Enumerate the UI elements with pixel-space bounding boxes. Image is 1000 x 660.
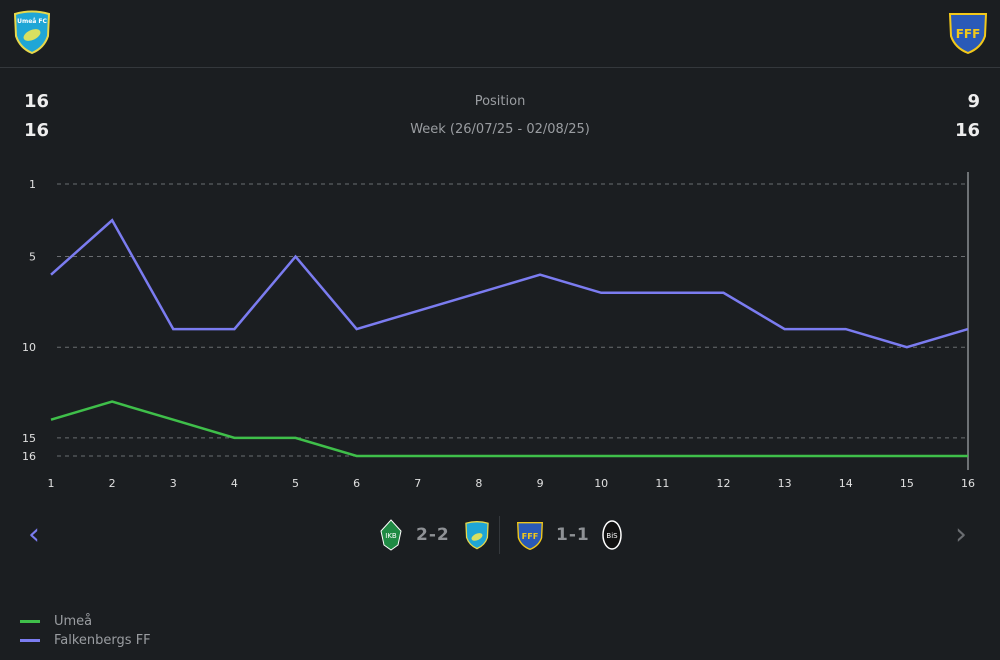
- x-tick-label: 16: [961, 477, 975, 490]
- match-1[interactable]: IKB 2-2: [380, 519, 490, 551]
- x-tick-label: 8: [475, 477, 482, 490]
- week-range: Week (26/07/25 - 02/08/25): [410, 122, 590, 137]
- x-tick-label: 9: [537, 477, 544, 490]
- prev-week-button[interactable]: ‹: [28, 517, 40, 552]
- x-tick-label: 15: [900, 477, 914, 490]
- ik-brage-crest-icon: IKB: [380, 519, 402, 551]
- x-tick-label: 5: [292, 477, 299, 490]
- legend-label: Umeå: [54, 614, 93, 629]
- legend-swatch: [20, 639, 40, 642]
- x-tick-label: 1: [48, 477, 55, 490]
- match-2[interactable]: FFF 1-1 BiS: [516, 519, 622, 551]
- x-tick-label: 3: [170, 477, 177, 490]
- svg-text:FFF: FFF: [956, 27, 981, 41]
- falkenbergs-ff-crest-icon: FFF: [517, 522, 543, 550]
- legend-label: Falkenbergs FF: [54, 633, 151, 648]
- falkenbergs-ff-crest-icon[interactable]: FFF: [948, 10, 988, 54]
- series-line-falkenbergs-ff: [50, 218, 969, 349]
- match-1-score: 2-2: [416, 525, 450, 545]
- svg-text:Umeå FC: Umeå FC: [17, 18, 47, 25]
- x-tick-label: 2: [109, 477, 116, 490]
- y-tick-label: 16: [22, 450, 36, 463]
- legend-item-falkenbergs: Falkenbergs FF: [20, 633, 151, 648]
- away-week-value: 16: [954, 120, 980, 141]
- series-line-umeå: [50, 400, 968, 458]
- x-tick-label: 12: [716, 477, 730, 490]
- legend: Umeå Falkenbergs FF: [20, 614, 151, 648]
- home-position: 16: [24, 91, 50, 112]
- header: Umeå FC FFF: [0, 0, 1000, 68]
- y-tick-label: 10: [22, 341, 36, 354]
- y-tick-label: 15: [22, 432, 36, 445]
- match-divider: [499, 516, 500, 554]
- y-tick-label: 5: [29, 251, 36, 264]
- y-tick-label: 1: [29, 178, 36, 191]
- x-tick-label: 14: [839, 477, 853, 490]
- legend-swatch: [20, 620, 40, 623]
- x-tick-label: 6: [353, 477, 360, 490]
- legend-item-umea: Umeå: [20, 614, 151, 629]
- x-tick-label: 13: [778, 477, 792, 490]
- x-tick-label: 7: [414, 477, 421, 490]
- umea-fc-crest-icon: [464, 521, 489, 550]
- umea-fc-crest-icon[interactable]: Umeå FC: [12, 10, 52, 54]
- landskrona-bois-crest-icon: BiS: [601, 520, 622, 550]
- x-tick-label: 11: [655, 477, 669, 490]
- home-week-value: 16: [24, 120, 50, 141]
- svg-text:IKB: IKB: [385, 532, 397, 540]
- match-2-score: 1-1: [556, 525, 590, 545]
- x-tick-label: 4: [231, 477, 238, 490]
- next-week-button[interactable]: ›: [955, 517, 967, 552]
- x-tick-label: 10: [594, 477, 608, 490]
- svg-text:FFF: FFF: [522, 531, 539, 541]
- svg-text:BiS: BiS: [606, 532, 618, 540]
- away-position: 9: [967, 91, 980, 112]
- chart-title: Position: [474, 94, 526, 109]
